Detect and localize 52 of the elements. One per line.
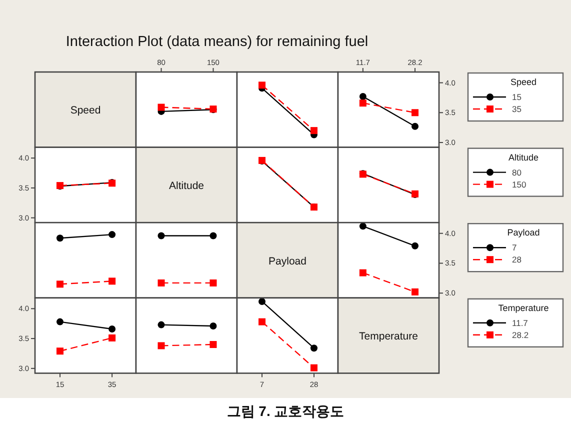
point [359, 222, 366, 230]
legend-title: Payload [507, 228, 540, 238]
point [359, 100, 366, 107]
legend-label: 28 [512, 254, 522, 265]
point [210, 341, 217, 348]
point [310, 127, 318, 134]
legend-item: 150 [473, 179, 526, 190]
point [158, 342, 165, 350]
point [210, 322, 217, 330]
text: Speed [70, 104, 101, 117]
point [158, 321, 165, 328]
point [359, 93, 366, 100]
legend-item: 11.7 [473, 318, 528, 328]
legend-item: 35 [473, 104, 522, 114]
legend-item: 28.2 [473, 330, 529, 340]
legend-label: 150 [512, 179, 526, 190]
point [310, 344, 318, 352]
legend-label: 11.7 [512, 318, 528, 328]
text: Interaction Plot (data means) for remaining fuel [66, 34, 368, 50]
legend-item: 28 [473, 254, 522, 265]
point [56, 234, 64, 242]
legend-label: 15 [512, 92, 522, 102]
text: Temperature [359, 330, 418, 343]
legend-label: 80 [512, 167, 522, 178]
legend-title: Altitude [508, 152, 539, 162]
text: Payload [268, 255, 307, 268]
point [108, 325, 116, 332]
text: Altitude [168, 180, 204, 192]
point [258, 298, 266, 305]
legend-item: 7 [473, 242, 517, 253]
point [412, 109, 419, 116]
point [359, 269, 366, 276]
caption: 그림 7. 교호작용도 [226, 403, 344, 419]
point [108, 278, 116, 285]
point [412, 288, 419, 296]
legend-title: Temperature [498, 302, 549, 313]
point [108, 231, 116, 238]
point [258, 318, 266, 326]
legend-title: Speed [510, 77, 537, 87]
point [56, 318, 64, 326]
point [108, 334, 116, 342]
legend-item: 15 [473, 92, 522, 102]
point [56, 280, 64, 288]
legend-item: 80 [473, 167, 522, 178]
point [412, 242, 419, 250]
legend-label: 35 [512, 104, 522, 114]
point [56, 348, 64, 355]
point [412, 122, 419, 130]
legend-label: 7 [512, 242, 517, 253]
legend-label: 28.2 [512, 330, 529, 340]
point [310, 364, 318, 372]
point [258, 82, 266, 89]
